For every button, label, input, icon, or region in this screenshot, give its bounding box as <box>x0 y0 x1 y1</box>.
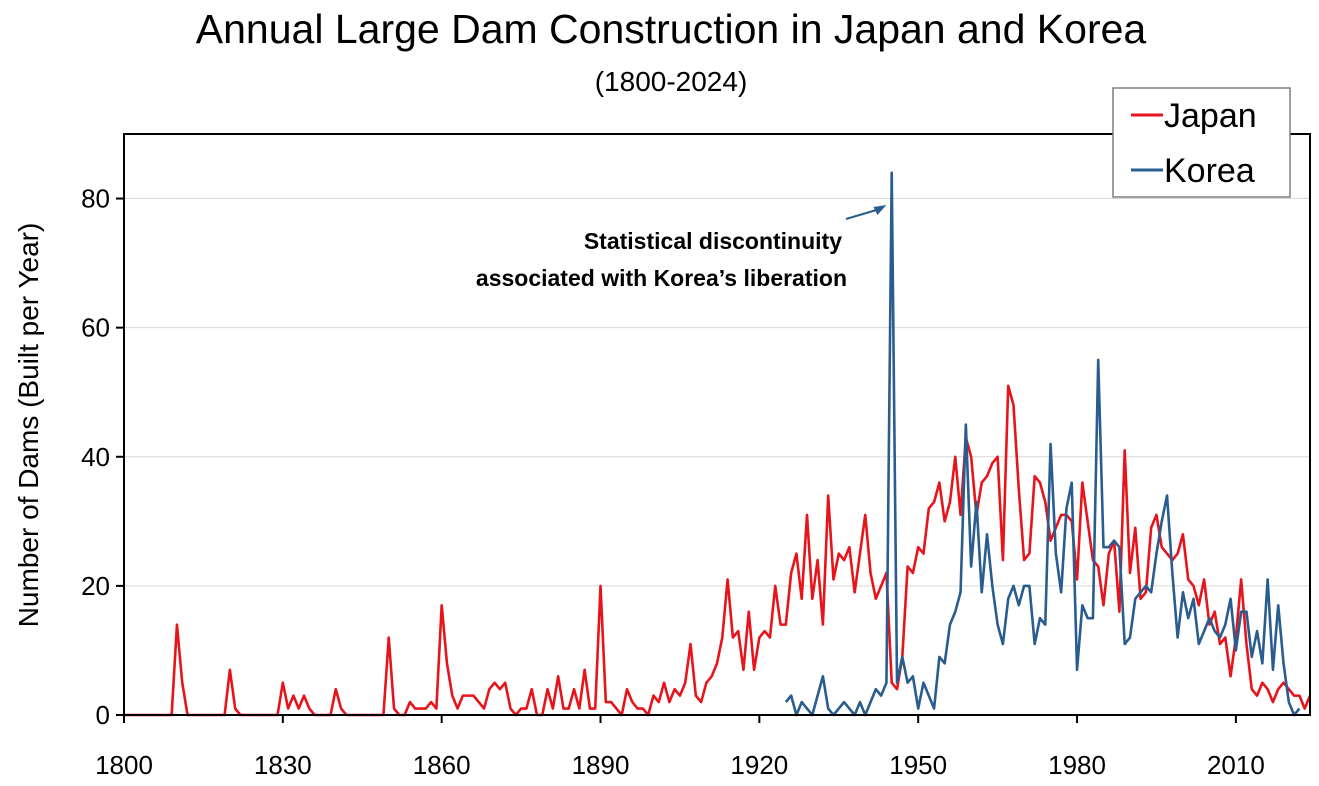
x-tick-label-1860: 1860 <box>413 750 471 780</box>
chart-subtitle: (1800-2024) <box>595 66 748 97</box>
x-tick-label-1950: 1950 <box>889 750 947 780</box>
annotation-arrow-line <box>845 209 877 220</box>
plot-area-frame <box>123 133 1311 716</box>
series-lines <box>124 171 1312 717</box>
series-line-japan <box>124 384 1312 717</box>
x-tick-label-1890: 1890 <box>572 750 630 780</box>
gridlines <box>124 198 1310 587</box>
annotation-line-1: Statistical discontinuity <box>584 228 842 254</box>
axis-ticks: 0 20 40 60 80 1800 1830 1860 1890 1920 1950 1980 201… <box>81 184 1265 780</box>
y-tick-label-60: 60 <box>81 313 110 343</box>
y-tick-label-40: 40 <box>81 442 110 472</box>
y-tick-label-80: 80 <box>81 184 110 214</box>
legend-box <box>1112 87 1291 198</box>
series-line-korea <box>784 171 1301 717</box>
x-tick-label-2010: 2010 <box>1207 750 1265 780</box>
annotation-line-2: associated with Korea’s liberation <box>476 265 847 291</box>
y-axis-label: Number of Dams (Built per Year) <box>13 223 44 628</box>
annotation-arrowhead <box>873 205 887 216</box>
y-tick-label-20: 20 <box>81 571 110 601</box>
x-tick-label-1980: 1980 <box>1048 750 1106 780</box>
legend: Japan Korea <box>1112 87 1291 198</box>
chart-title: Annual Large Dam Construction in Japan a… <box>196 6 1147 52</box>
x-tick-label-1920: 1920 <box>730 750 788 780</box>
annotation: Statistical discontinuity associated wit… <box>476 205 887 291</box>
x-tick-label-1830: 1830 <box>254 750 312 780</box>
legend-label-korea: Korea <box>1164 152 1255 190</box>
y-tick-label-0: 0 <box>96 700 110 730</box>
legend-label-japan: Japan <box>1164 97 1257 135</box>
x-tick-label-1800: 1800 <box>95 750 153 780</box>
